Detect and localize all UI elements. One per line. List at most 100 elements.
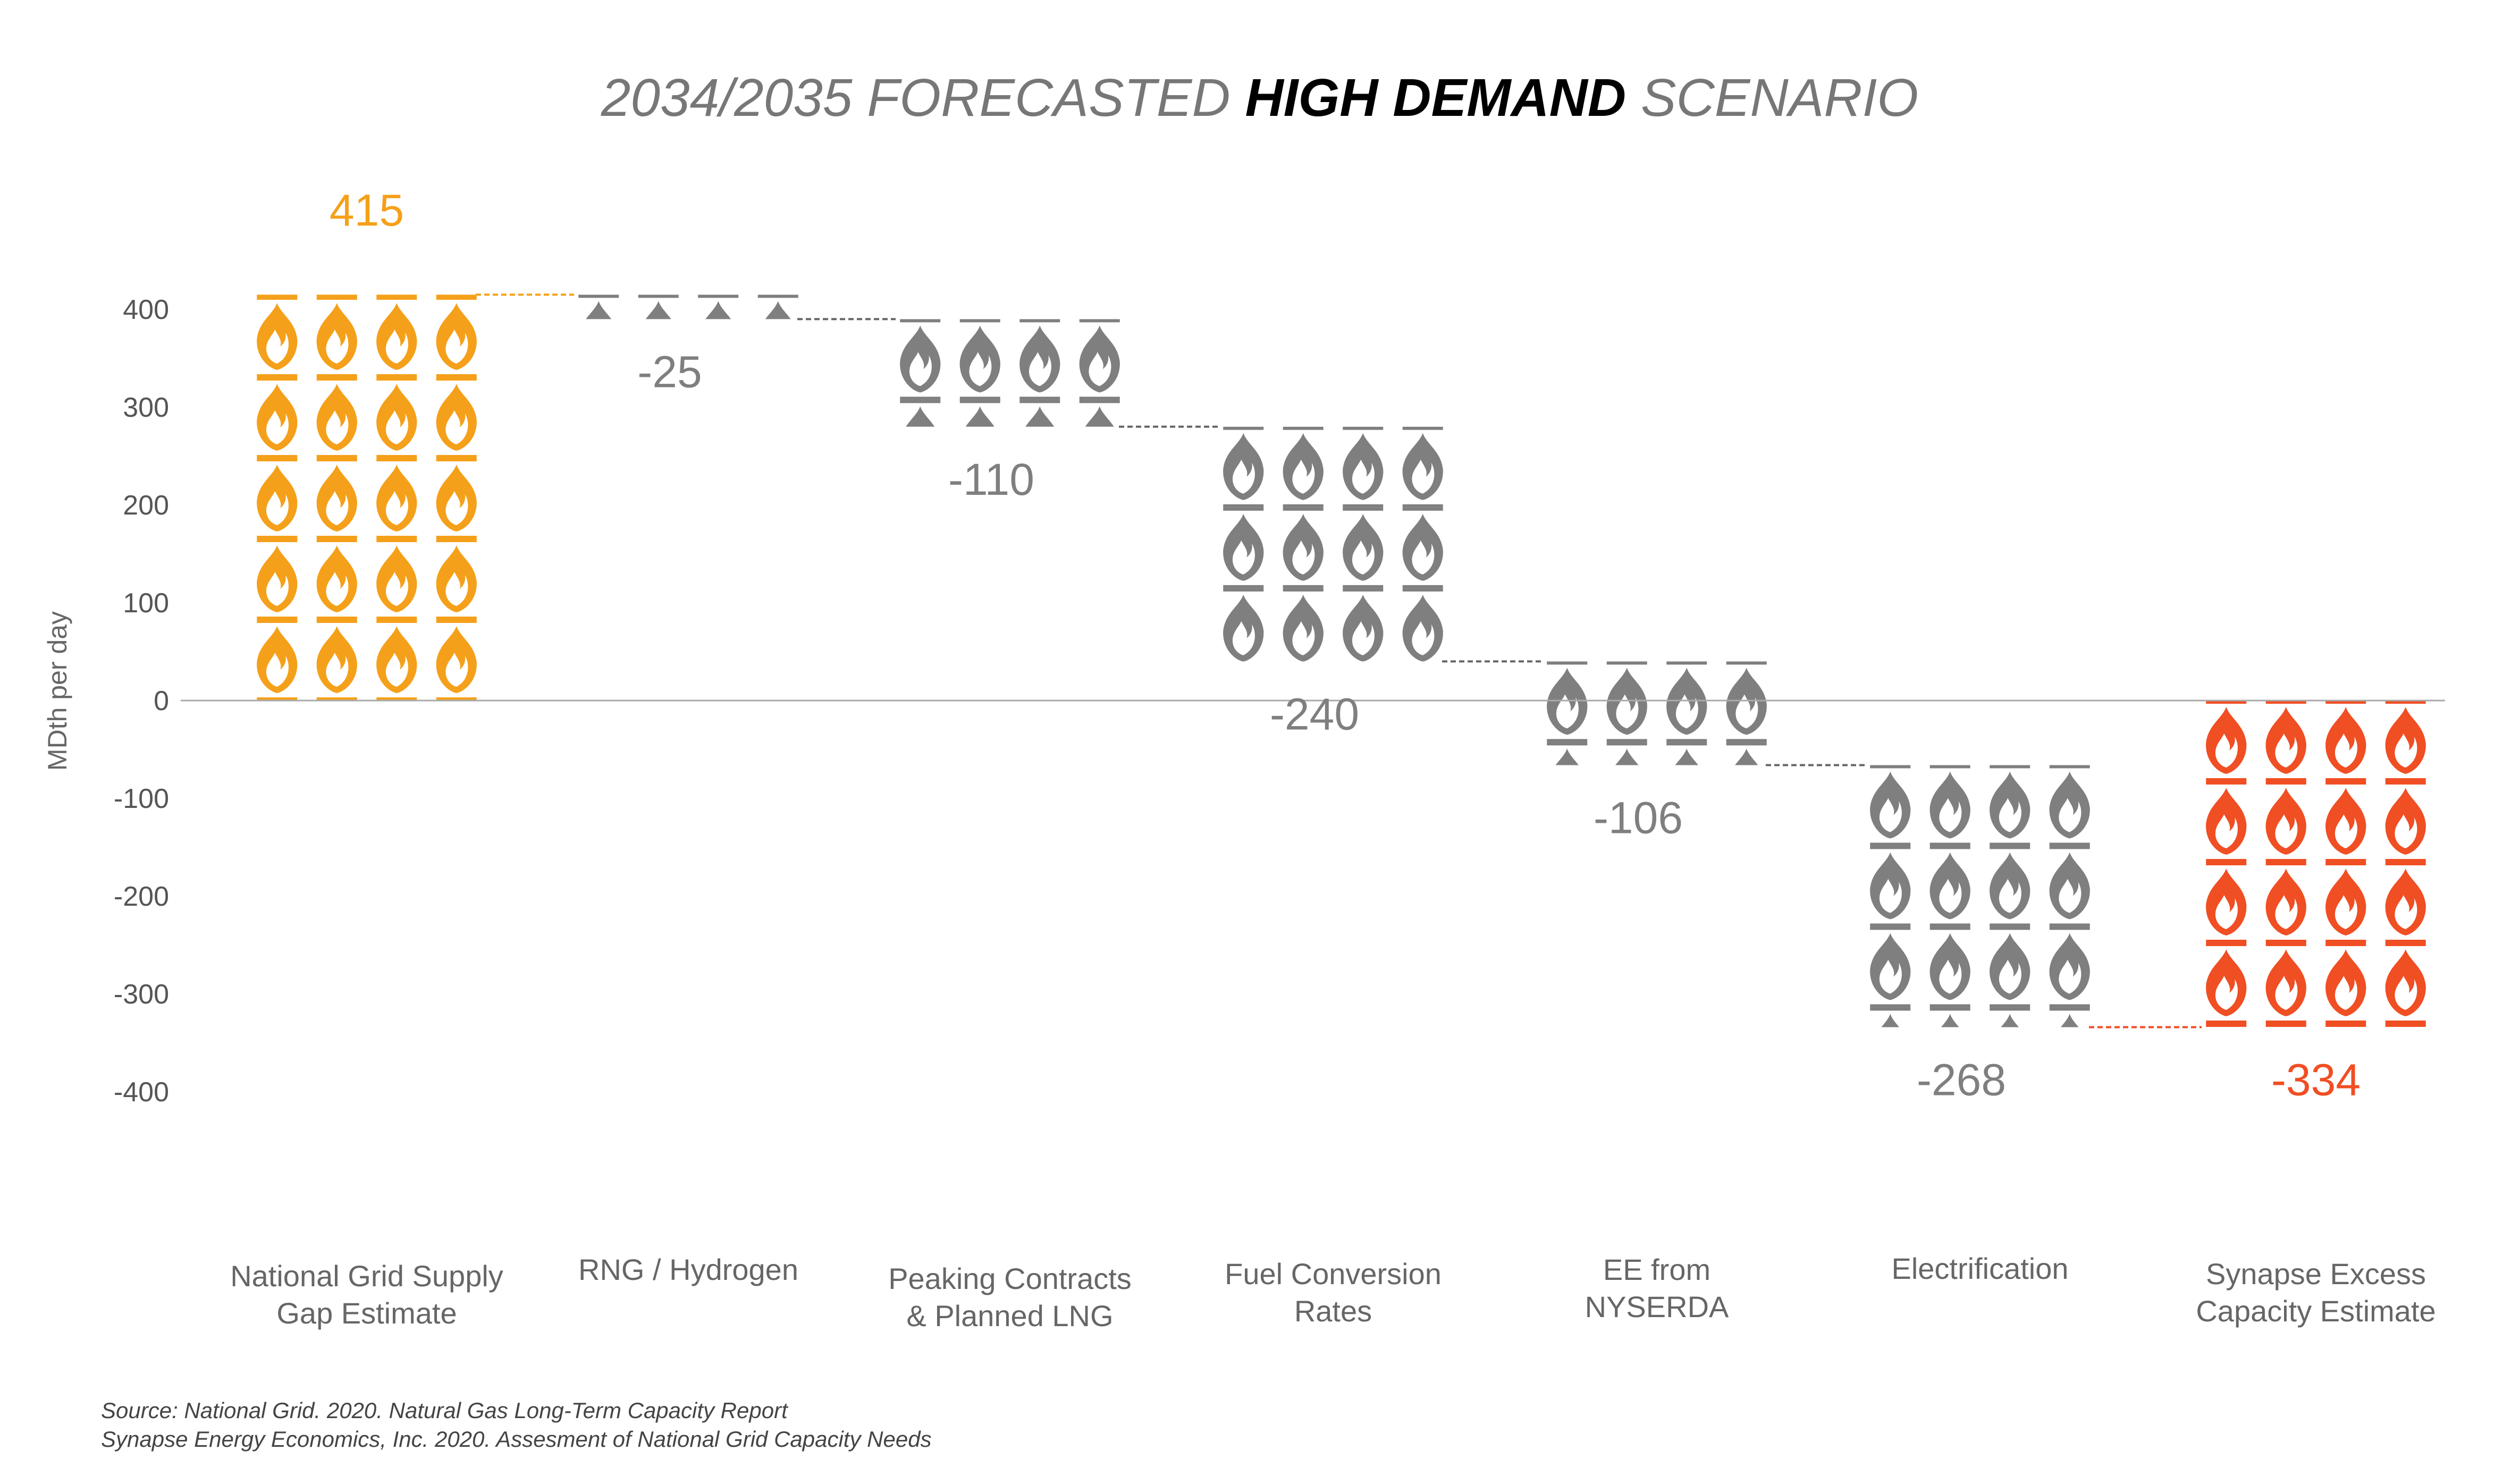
gas-flame-icon — [578, 294, 619, 319]
gas-flame-icon — [2265, 943, 2306, 1024]
gas-flame-icon — [436, 135, 477, 216]
gas-flame-icon — [1990, 926, 2030, 1008]
gas-flame-icon — [1283, 507, 1324, 588]
title-emphasis: HIGH DEMAND — [1245, 68, 1626, 128]
category-label: National Grid Supply — [230, 1259, 503, 1293]
gas-flame-icon — [1402, 426, 1443, 508]
gas-flame-icon — [376, 620, 417, 701]
gas-flame-icon — [2050, 1088, 2090, 1169]
gas-flame-icon — [2049, 926, 2090, 1008]
bar-1 — [257, 135, 477, 701]
gas-flame-icon — [2206, 1024, 2247, 1027]
gas-flame-icon — [1929, 1007, 1970, 1027]
gas-flame-icon — [2385, 1024, 2426, 1027]
gas-flame-icon — [698, 294, 739, 319]
gas-flame-icon — [1929, 765, 1970, 846]
gas-flame-icon — [1547, 823, 1587, 904]
gas-flame-icon — [376, 297, 417, 377]
gas-flame-icon — [1726, 661, 1767, 743]
gas-flame-icon — [2325, 862, 2366, 943]
value-label: -240 — [1270, 689, 1359, 739]
gas-flame-icon — [1019, 319, 1060, 400]
gas-flame-icon — [1080, 480, 1120, 561]
source-line-2: Synapse Energy Economics, Inc. 2020. Ass… — [101, 1427, 932, 1452]
gas-flame-icon — [2385, 781, 2426, 862]
value-label: 415 — [330, 185, 404, 235]
gas-flame-icon — [257, 539, 298, 620]
gas-flame-icon — [2385, 943, 2426, 1024]
gas-flame-icon — [1870, 846, 1911, 927]
bar-7 — [2206, 701, 2426, 1185]
gas-flame-icon — [376, 377, 417, 458]
bar-6 — [1870, 765, 2090, 1169]
gas-flame-icon — [436, 297, 477, 377]
gas-flame-icon — [900, 400, 941, 427]
gas-flame-icon — [1283, 588, 1324, 662]
category-label: Rates — [1294, 1294, 1372, 1328]
category-label: Gap Estimate — [276, 1296, 457, 1330]
gas-flame-icon — [436, 377, 477, 458]
category-label: EE from — [1603, 1253, 1710, 1286]
value-label: -268 — [1917, 1055, 2006, 1105]
y-tick-label: -300 — [114, 979, 169, 1010]
gas-flame-icon — [1079, 400, 1120, 427]
category-label: Peaking Contracts — [888, 1262, 1132, 1295]
bar-2 — [578, 294, 798, 456]
gas-flame-icon — [436, 294, 477, 297]
gas-flame-icon — [1870, 1007, 1911, 1027]
gas-flame-icon — [1726, 742, 1767, 765]
gas-flame-icon — [1019, 400, 1060, 427]
gas-flame-icon — [2325, 701, 2366, 781]
gas-flame-icon — [1606, 661, 1647, 743]
value-labels: 415 -25 -110 -240 -106 -268 -334 — [330, 185, 2361, 1105]
gas-flame-icon — [2206, 943, 2247, 1024]
gas-flame-icon — [900, 480, 940, 561]
gas-flame-icon — [1990, 765, 2030, 846]
gas-flame-icon — [2385, 862, 2426, 943]
gas-flame-icon — [257, 458, 298, 539]
gas-flame-icon — [900, 319, 941, 400]
y-tick-label: 100 — [123, 588, 169, 619]
gas-flame-icon — [376, 294, 417, 297]
title-suffix: SCENARIO — [1626, 68, 1918, 128]
y-tick-label: 400 — [123, 294, 169, 325]
y-tick-label: 200 — [123, 490, 169, 521]
value-label: -106 — [1594, 792, 1683, 842]
gas-flame-icon — [2206, 701, 2247, 781]
gas-flame-icon — [1223, 426, 1264, 508]
gas-flame-icon — [1547, 661, 1588, 743]
gas-flame-icon — [2049, 765, 2090, 846]
gas-flame-icon — [316, 620, 357, 701]
gas-flame-icon — [1223, 669, 1263, 750]
gas-flame-icon — [316, 297, 357, 377]
bar-3 — [900, 319, 1120, 561]
y-tick-label: -200 — [114, 881, 169, 912]
gas-flame-icon — [1343, 588, 1384, 662]
bar-5 — [1547, 661, 1767, 904]
gas-flame-icon — [758, 375, 798, 456]
connector-lines — [476, 293, 2202, 1028]
bar-group — [257, 135, 2426, 1185]
gas-flame-icon — [436, 539, 477, 620]
gas-flame-icon — [316, 377, 357, 458]
gas-flame-icon — [578, 375, 619, 456]
y-tick-label: 0 — [154, 686, 169, 716]
gas-flame-icon — [2206, 781, 2247, 862]
y-axis-ticks: 400 300 200 100 0 -100 -200 -300 -400 — [114, 294, 169, 1108]
value-label: -25 — [637, 347, 702, 397]
category-label: Electrification — [1891, 1252, 2068, 1285]
gas-flame-icon — [1666, 742, 1707, 765]
gas-flame-icon — [257, 294, 298, 297]
gas-flame-icon — [2325, 1105, 2366, 1185]
gas-flame-icon — [1929, 926, 1970, 1008]
gas-flame-icon — [1403, 669, 1443, 750]
gas-flame-icon — [316, 539, 357, 620]
gas-flame-icon — [2049, 846, 2090, 927]
gas-flame-icon — [316, 294, 357, 297]
y-axis-title: MDth per day — [43, 611, 72, 771]
gas-flame-icon — [436, 458, 477, 539]
gas-flame-icon — [257, 620, 298, 701]
chart-title: 2034/2035 FORECASTED HIGH DEMAND SCENARI… — [601, 68, 1918, 128]
gas-flame-icon — [436, 620, 477, 701]
